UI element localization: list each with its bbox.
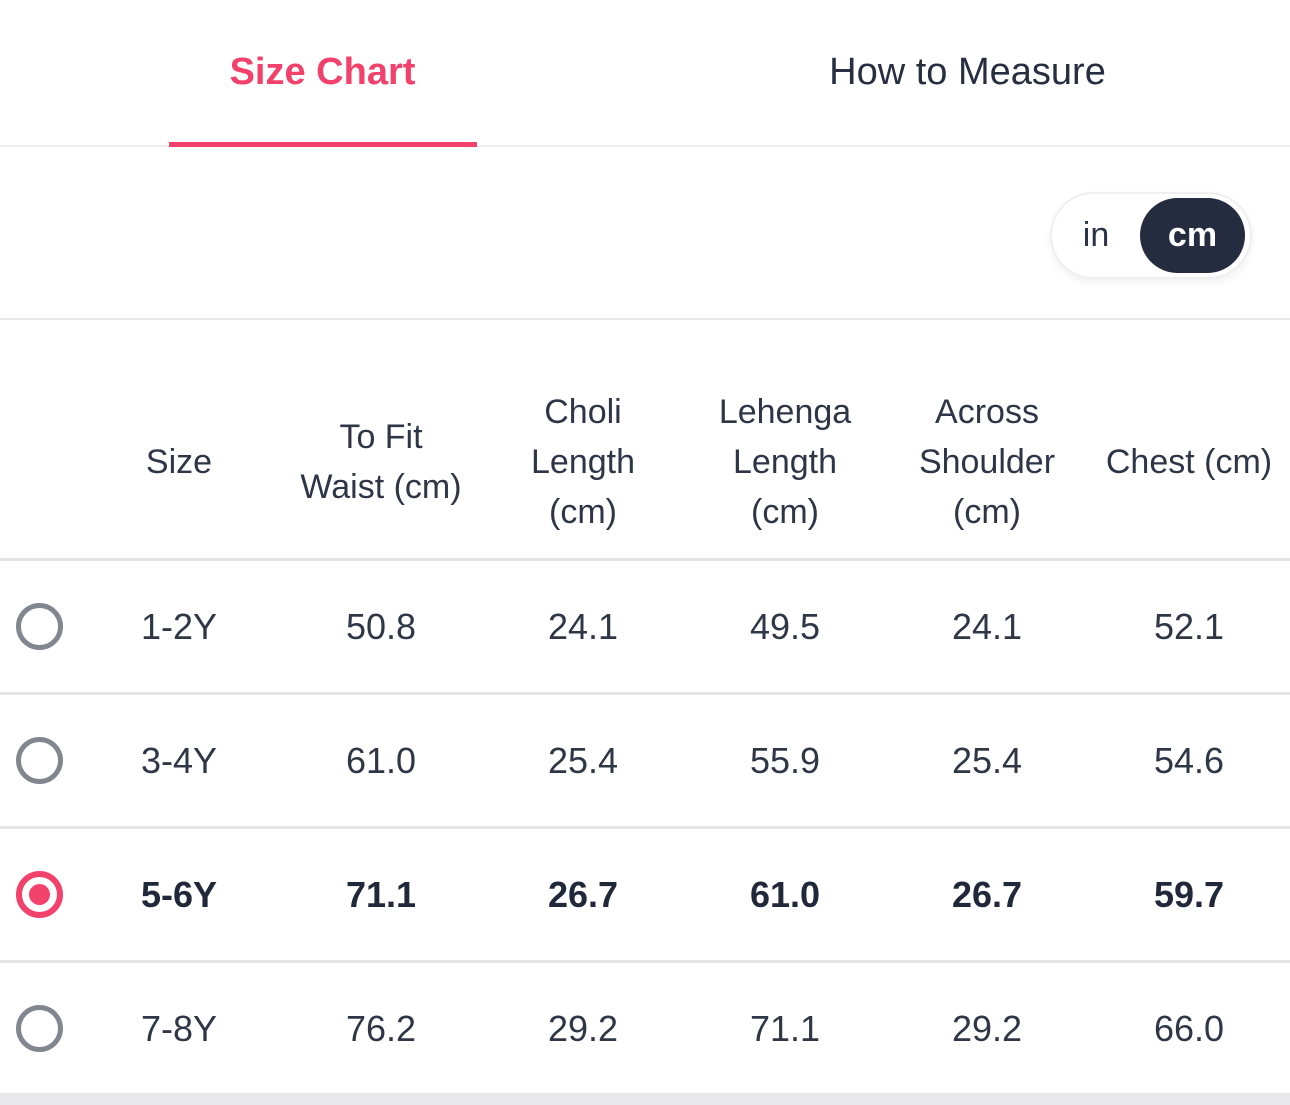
tab-size-chart[interactable]: Size Chart <box>0 0 645 147</box>
size-label: 1-2Y <box>140 605 218 647</box>
column-header: Lehenga Length (cm) <box>718 393 852 531</box>
size-label: 5-6Y <box>140 873 218 915</box>
column-header: Chest (cm) <box>1105 443 1273 481</box>
measurement-value: 29.2 <box>547 1007 619 1049</box>
measurement-value: 25.4 <box>951 739 1023 781</box>
tab-bar: Size Chart How to Measure <box>0 0 1290 147</box>
column-header: Choli Length (cm) <box>531 393 635 531</box>
measurement-value: 76.2 <box>345 1007 417 1049</box>
measurement-value: 71.1 <box>345 873 417 915</box>
size-radio-selected[interactable] <box>15 871 63 918</box>
measurement-value: 50.8 <box>345 605 417 647</box>
size-table: Size To Fit Waist (cm) Choli Length (cm) Le… <box>0 320 1290 1094</box>
column-header: Across Shoulder (cm) <box>918 393 1056 531</box>
unit-option-cm[interactable]: cm <box>1140 198 1245 273</box>
size-radio[interactable] <box>15 1005 63 1052</box>
measurement-value: 61.0 <box>345 739 417 781</box>
measurement-value: 55.9 <box>749 739 821 781</box>
column-header: Size <box>145 443 213 481</box>
radio-cell <box>0 871 78 918</box>
measurement-value: 52.1 <box>1153 605 1225 647</box>
radio-cell <box>0 603 78 650</box>
measurement-value: 24.1 <box>951 605 1023 647</box>
radio-cell <box>0 737 78 784</box>
measurement-value: 54.6 <box>1153 739 1225 781</box>
bottom-divider-band <box>0 1093 1290 1105</box>
size-radio[interactable] <box>15 737 63 784</box>
measurement-value: 71.1 <box>749 1007 821 1049</box>
active-tab-underline <box>168 142 477 147</box>
measurement-value: 61.0 <box>749 873 821 915</box>
unit-toggle[interactable]: in cm <box>1050 192 1252 279</box>
table-body: 1-2Y 50.8 24.1 49.5 24.1 52.1 3-4Y 61.0 25.4 55.9… <box>0 558 1290 1094</box>
header-radio-spacer <box>0 366 78 558</box>
unit-toolbar: in cm <box>0 147 1290 320</box>
measurement-value: 29.2 <box>951 1007 1023 1049</box>
table-row[interactable]: 3-4Y 61.0 25.4 55.9 25.4 54.6 <box>0 692 1290 826</box>
measurement-value: 49.5 <box>749 605 821 647</box>
table-row[interactable]: 5-6Y 71.1 26.7 61.0 26.7 59.7 <box>0 826 1290 960</box>
table-header-row: Size To Fit Waist (cm) Choli Length (cm) Le… <box>0 320 1290 558</box>
tab-size-chart-label: Size Chart <box>229 51 416 93</box>
unit-option-in[interactable]: in <box>1082 216 1110 254</box>
measurement-value: 25.4 <box>547 739 619 781</box>
size-label: 3-4Y <box>140 739 218 781</box>
size-radio[interactable] <box>15 603 63 650</box>
radio-cell <box>0 1005 78 1052</box>
table-row[interactable]: 1-2Y 50.8 24.1 49.5 24.1 52.1 <box>0 558 1290 692</box>
column-header: To Fit Waist (cm) <box>300 418 462 506</box>
measurement-value: 24.1 <box>547 605 619 647</box>
measurement-value: 26.7 <box>951 873 1023 915</box>
measurement-value: 59.7 <box>1153 873 1225 915</box>
size-label: 7-8Y <box>140 1007 218 1049</box>
radio-dot <box>28 884 50 905</box>
tab-how-to-measure[interactable]: How to Measure <box>645 0 1290 145</box>
tab-how-to-measure-label: How to Measure <box>829 51 1106 93</box>
measurement-value: 66.0 <box>1153 1007 1225 1049</box>
table-row[interactable]: 7-8Y 76.2 29.2 71.1 29.2 66.0 <box>0 960 1290 1094</box>
measurement-value: 26.7 <box>547 873 619 915</box>
